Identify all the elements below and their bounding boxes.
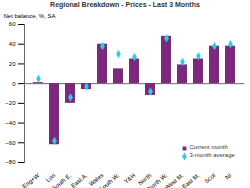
svg-text:20: 20 xyxy=(9,61,16,67)
svg-text:NI: NI xyxy=(224,172,233,181)
svg-text:−20: −20 xyxy=(5,100,16,106)
svg-text:Scot: Scot xyxy=(203,172,216,185)
svg-text:South E.: South E. xyxy=(51,172,73,188)
svg-text:Net balance, %, SA: Net balance, %, SA xyxy=(4,13,56,19)
svg-text:Lon: Lon xyxy=(45,172,57,183)
svg-text:−60: −60 xyxy=(5,140,16,146)
html-text:Regional Breakdown - Prices -: Regional Breakdown - Prices - Last 3 Mon… xyxy=(50,1,200,8)
svg-text:Y&H: Y&H xyxy=(123,172,136,185)
svg-text:−40: −40 xyxy=(5,120,16,126)
svg-text:40: 40 xyxy=(9,41,16,47)
svg-text:Current month: Current month xyxy=(190,144,228,150)
svg-text:Eng+W: Eng+W xyxy=(21,172,40,188)
svg-text:East A.: East A. xyxy=(70,172,89,188)
svg-text:3-month average: 3-month average xyxy=(190,152,236,158)
svg-text:0: 0 xyxy=(12,81,16,87)
svg-text:South W.: South W. xyxy=(98,172,121,188)
svg-text:East M.: East M. xyxy=(181,172,201,188)
svg-text:Wales: Wales xyxy=(87,172,105,188)
svg-text:−80: −80 xyxy=(5,159,16,165)
svg-text:60: 60 xyxy=(9,21,16,27)
